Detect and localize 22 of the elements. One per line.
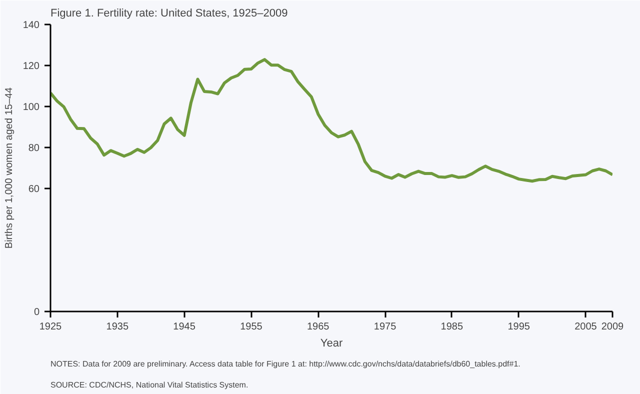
x-tick-label: 1985 [440,322,464,332]
y-tick-label: 140 [22,20,40,31]
x-tick-label: 1955 [240,322,263,332]
y-axis-title: Births per 1,000 women aged 15–44 [4,86,15,249]
line-series [50,58,612,183]
y-tick-label: 0 [34,307,40,318]
x-axis-title: Year [320,338,343,350]
y-tick-label: 80 [28,143,40,154]
x-tick-label: 1925 [39,322,62,332]
x-tick-label: 1965 [306,322,330,332]
x-tick-label: 1995 [508,322,530,332]
x-tick-label: 2005 [574,322,598,332]
x-tick-label: 1975 [374,322,397,332]
x-tick-label: 2009 [601,322,624,332]
y-tick-label: 120 [22,61,40,72]
chart-title: Figure 1. Fertility rate: United States, 1925–2009 [50,8,288,20]
y-tick-label: 60 [28,184,40,195]
source-note: SOURCE: CDC/NCHS, National Vital Statistics System. [50,380,248,390]
x-tick-label: 1945 [173,322,196,332]
y-tick-label: 100 [22,102,40,113]
text: NOTES: Data for 2009 are preliminary. Access data table for Figure 1 at: http://www.cdc.gov/nchs/data/databriefs/db60_tables.pdf#1. [50,360,520,368]
x-tick-label: 1935 [106,322,129,332]
